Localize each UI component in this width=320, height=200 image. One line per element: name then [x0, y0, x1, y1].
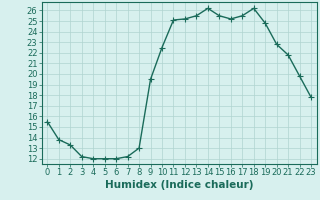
X-axis label: Humidex (Indice chaleur): Humidex (Indice chaleur)	[105, 180, 253, 190]
